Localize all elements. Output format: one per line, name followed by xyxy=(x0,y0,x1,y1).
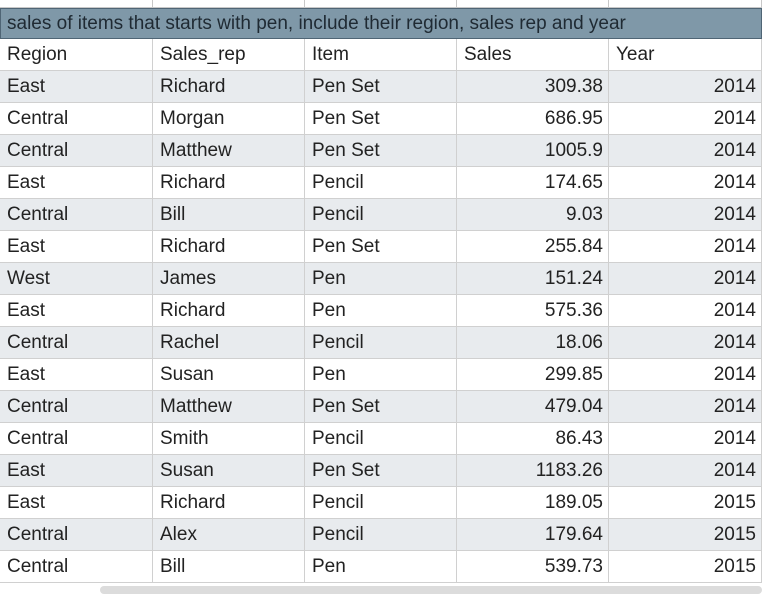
top-cell[interactable] xyxy=(153,0,305,8)
cell-sales[interactable]: 18.06 xyxy=(457,327,609,359)
cell-item[interactable]: Pen Set xyxy=(305,135,457,167)
cell-sales[interactable]: 174.65 xyxy=(457,167,609,199)
cell-sales[interactable]: 86.43 xyxy=(457,423,609,455)
cell-year[interactable]: 2014 xyxy=(609,455,762,487)
cell-sales-rep[interactable]: Bill xyxy=(153,199,305,231)
cell-sales[interactable]: 686.95 xyxy=(457,103,609,135)
cell-sales-rep[interactable]: Susan xyxy=(153,359,305,391)
cell-sales[interactable]: 1183.26 xyxy=(457,455,609,487)
data-table: Region Sales_rep Item Sales Year East Ric… xyxy=(0,39,762,583)
cell-item[interactable]: Pen xyxy=(305,263,457,295)
cell-region[interactable]: East xyxy=(0,295,153,327)
cell-sales-rep[interactable]: Matthew xyxy=(153,391,305,423)
cell-year[interactable]: 2014 xyxy=(609,135,762,167)
top-cell[interactable] xyxy=(457,0,609,8)
cell-sales[interactable]: 255.84 xyxy=(457,231,609,263)
cell-item[interactable]: Pen Set xyxy=(305,103,457,135)
cell-item[interactable]: Pencil xyxy=(305,519,457,551)
cell-region[interactable]: Central xyxy=(0,391,153,423)
cell-sales-rep[interactable]: Matthew xyxy=(153,135,305,167)
cell-sales[interactable]: 575.36 xyxy=(457,295,609,327)
horizontal-scrollbar[interactable] xyxy=(100,586,762,594)
cell-year[interactable]: 2015 xyxy=(609,551,762,583)
cell-year[interactable]: 2014 xyxy=(609,359,762,391)
cell-item[interactable]: Pen xyxy=(305,295,457,327)
cell-region[interactable]: Central xyxy=(0,423,153,455)
cell-sales[interactable]: 1005.9 xyxy=(457,135,609,167)
cell-year[interactable]: 2014 xyxy=(609,167,762,199)
cell-region[interactable]: Central xyxy=(0,199,153,231)
cell-sales-rep[interactable]: Morgan xyxy=(153,103,305,135)
cell-sales-rep[interactable]: Richard xyxy=(153,71,305,103)
header-year[interactable]: Year xyxy=(609,39,762,71)
cell-sales-rep[interactable]: Richard xyxy=(153,487,305,519)
cell-region[interactable]: East xyxy=(0,231,153,263)
cell-sales-rep[interactable]: Bill xyxy=(153,551,305,583)
header-item[interactable]: Item xyxy=(305,39,457,71)
cell-sales[interactable]: 189.05 xyxy=(457,487,609,519)
header-region[interactable]: Region xyxy=(0,39,153,71)
header-sales-rep[interactable]: Sales_rep xyxy=(153,39,305,71)
cell-region[interactable]: Central xyxy=(0,327,153,359)
cell-sales-rep[interactable]: Smith xyxy=(153,423,305,455)
top-cell[interactable] xyxy=(609,0,762,8)
cell-sales-rep[interactable]: Richard xyxy=(153,231,305,263)
cell-region[interactable]: East xyxy=(0,359,153,391)
cell-sales-rep[interactable]: James xyxy=(153,263,305,295)
cell-year[interactable]: 2014 xyxy=(609,391,762,423)
cell-sales-rep[interactable]: Susan xyxy=(153,455,305,487)
cell-year[interactable]: 2014 xyxy=(609,199,762,231)
cell-year[interactable]: 2014 xyxy=(609,423,762,455)
cell-sales-rep[interactable]: Richard xyxy=(153,167,305,199)
top-cell[interactable] xyxy=(305,0,457,8)
cell-region[interactable]: East xyxy=(0,487,153,519)
cell-sales[interactable]: 9.03 xyxy=(457,199,609,231)
cell-region[interactable]: West xyxy=(0,263,153,295)
cell-sales[interactable]: 309.38 xyxy=(457,71,609,103)
top-cell[interactable] xyxy=(0,0,153,8)
cell-region[interactable]: East xyxy=(0,71,153,103)
cell-item[interactable]: Pencil xyxy=(305,199,457,231)
cell-sales-rep[interactable]: Rachel xyxy=(153,327,305,359)
cell-year[interactable]: 2014 xyxy=(609,71,762,103)
cell-region[interactable]: Central xyxy=(0,519,153,551)
cell-region[interactable]: Central xyxy=(0,551,153,583)
cell-sales[interactable]: 539.73 xyxy=(457,551,609,583)
cell-year[interactable]: 2014 xyxy=(609,327,762,359)
cell-region[interactable]: Central xyxy=(0,135,153,167)
cell-item[interactable]: Pen Set xyxy=(305,391,457,423)
cell-year[interactable]: 2015 xyxy=(609,519,762,551)
cell-sales[interactable]: 299.85 xyxy=(457,359,609,391)
cell-item[interactable]: Pen Set xyxy=(305,71,457,103)
cell-item[interactable]: Pen Set xyxy=(305,231,457,263)
cell-item[interactable]: Pen Set xyxy=(305,455,457,487)
cell-region[interactable]: East xyxy=(0,455,153,487)
cell-sales[interactable]: 151.24 xyxy=(457,263,609,295)
cell-item[interactable]: Pen xyxy=(305,359,457,391)
cell-region[interactable]: East xyxy=(0,167,153,199)
top-cell-strip xyxy=(0,0,762,8)
cell-year[interactable]: 2014 xyxy=(609,295,762,327)
cell-sales-rep[interactable]: Alex xyxy=(153,519,305,551)
cell-sales-rep[interactable]: Richard xyxy=(153,295,305,327)
cell-year[interactable]: 2015 xyxy=(609,487,762,519)
cell-item[interactable]: Pencil xyxy=(305,167,457,199)
cell-item[interactable]: Pencil xyxy=(305,423,457,455)
cell-item[interactable]: Pencil xyxy=(305,327,457,359)
cell-year[interactable]: 2014 xyxy=(609,263,762,295)
cell-item[interactable]: Pen xyxy=(305,551,457,583)
cell-sales[interactable]: 179.64 xyxy=(457,519,609,551)
cell-sales[interactable]: 479.04 xyxy=(457,391,609,423)
cell-region[interactable]: Central xyxy=(0,103,153,135)
header-sales[interactable]: Sales xyxy=(457,39,609,71)
cell-year[interactable]: 2014 xyxy=(609,231,762,263)
sheet-title[interactable]: sales of items that starts with pen, inc… xyxy=(0,8,762,39)
cell-year[interactable]: 2014 xyxy=(609,103,762,135)
cell-item[interactable]: Pencil xyxy=(305,487,457,519)
